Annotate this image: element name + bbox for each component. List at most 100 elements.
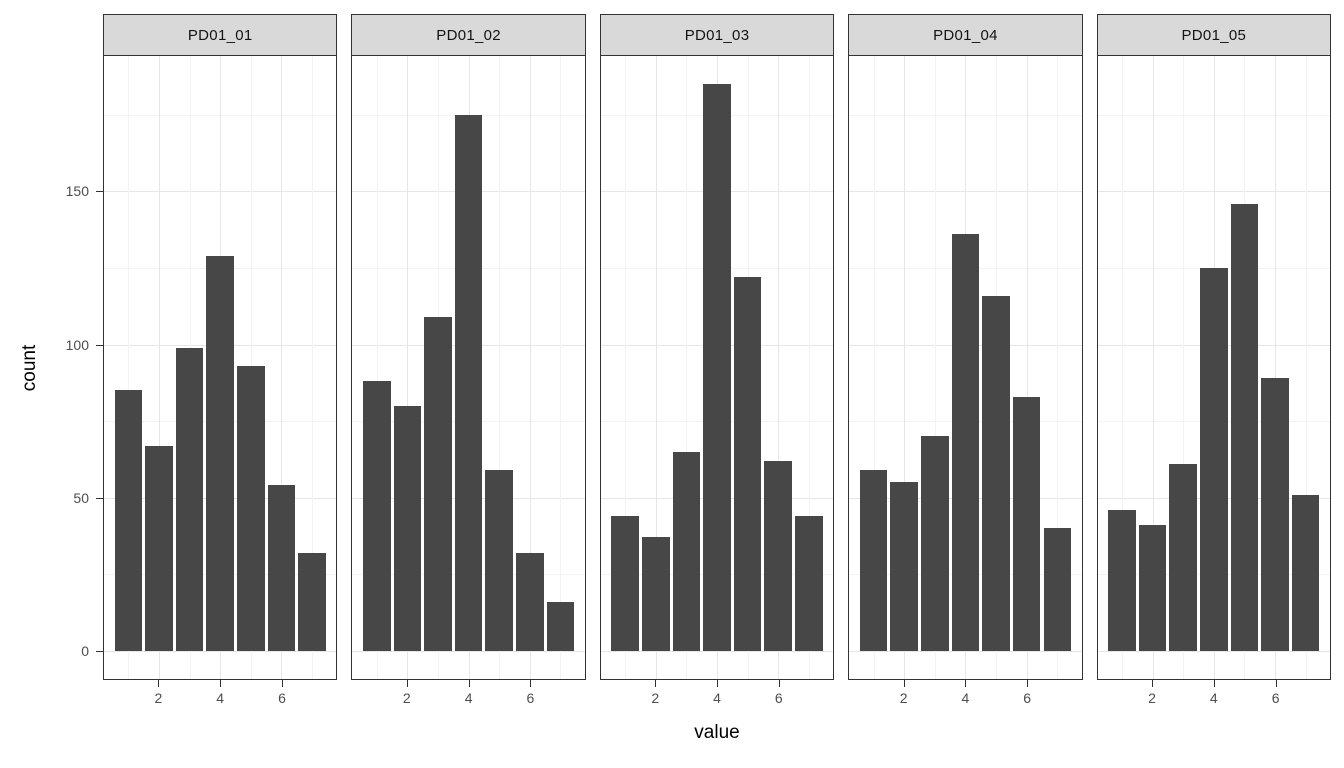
gridline-minor-x: [686, 56, 688, 679]
gridline-major-x: [1026, 56, 1028, 679]
x-axis-tick-label: 6: [278, 690, 286, 706]
x-axis-tick-mark: [1152, 680, 1154, 687]
x-axis-tick-mark: [655, 680, 657, 687]
bar-x2: [641, 537, 670, 651]
gridline-minor-x: [499, 56, 501, 679]
bar-x3: [424, 316, 452, 651]
x-axis-tick-mark: [468, 680, 470, 687]
gridline-major-x: [904, 56, 906, 679]
gridline-major-x: [529, 56, 531, 679]
x-axis-tick-label: 2: [154, 690, 163, 706]
bar-x6: [764, 460, 793, 651]
x-axis-tick-label: 2: [402, 690, 411, 706]
y-axis-tick-mark: [96, 191, 103, 193]
x-axis-tick-label: 4: [961, 690, 970, 706]
x-axis: 2 4 6: [848, 680, 1082, 716]
y-axis: 0 50 100 150: [0, 56, 103, 681]
y-axis-tick-label: 100: [65, 336, 89, 353]
gridline-major-x: [778, 56, 780, 679]
facet-PD01_05: PD01_05 2 4 6: [1096, 14, 1332, 714]
x-axis-tick-mark: [965, 680, 967, 687]
y-axis-tick-mark: [96, 650, 103, 652]
facet-strip-label: PD01_04: [848, 14, 1083, 56]
gridline-major-x: [281, 56, 283, 679]
bar-x6: [1012, 396, 1041, 651]
bar-x5: [1230, 203, 1259, 651]
x-axis-tick-mark: [406, 680, 408, 687]
x-axis-tick-label: 4: [464, 690, 473, 706]
facet-strip-label: PD01_05: [1096, 14, 1332, 56]
facet-PD01_04: PD01_04 2 4 6: [848, 14, 1083, 716]
bar-x6: [516, 552, 544, 651]
bar-x4: [206, 255, 234, 651]
facet-panel: [351, 55, 586, 680]
bar-x5: [237, 365, 265, 651]
bar-x1: [1108, 509, 1136, 651]
facet-strip-label: PD01_03: [599, 14, 835, 56]
bar-x7: [1291, 494, 1320, 651]
bar-x7: [1043, 528, 1072, 651]
bar-x2: [1138, 525, 1167, 651]
bar-x3: [921, 436, 949, 651]
facet-panel: [848, 55, 1083, 680]
x-axis-tick-mark: [1275, 680, 1277, 687]
bar-x3: [1169, 463, 1197, 651]
bar-x4: [454, 114, 483, 651]
x-axis-tick-label: 4: [1209, 690, 1218, 706]
bar-x1: [859, 470, 888, 651]
bar-x7: [795, 515, 823, 651]
x-axis-tick-label: 6: [1271, 690, 1280, 706]
x-axis: 2 4 6: [103, 680, 337, 716]
x-axis-tick-label: 2: [651, 690, 660, 706]
facet-panel: [1096, 55, 1332, 680]
gridline-minor-x: [376, 56, 378, 679]
x-axis-tick-mark: [281, 680, 283, 687]
x-axis-tick-label: 6: [1023, 690, 1032, 706]
bar-x4: [1200, 268, 1228, 651]
gridline-major-x: [1275, 56, 1277, 679]
bar-x2: [145, 445, 173, 651]
facet-PD01_03: PD01_03 2 4 6: [599, 14, 835, 714]
gridline-minor-x: [808, 56, 810, 679]
gridline-minor-x: [934, 56, 936, 679]
x-axis-tick-label: 2: [899, 690, 908, 706]
y-axis-tick-label: 50: [73, 489, 89, 506]
bar-x3: [672, 451, 701, 651]
bar-x2: [890, 482, 918, 651]
x-axis-tick-label: 6: [774, 690, 783, 706]
gridline-minor-x: [873, 56, 875, 679]
x-axis-tick-label: 2: [1148, 690, 1156, 706]
facet-panel: [599, 55, 835, 680]
bar-x1: [114, 390, 143, 651]
x-axis-tick-mark: [158, 680, 160, 687]
bar-x4: [703, 84, 731, 651]
x-axis: 2 4 6: [351, 680, 585, 716]
x-axis-tick-mark: [530, 680, 532, 687]
gridline-minor-x: [128, 56, 130, 679]
bar-x2: [393, 405, 422, 651]
facet-PD01_02: PD01_02 2 4 6: [351, 14, 586, 716]
bar-x1: [611, 515, 639, 651]
facet-panel: [103, 55, 338, 680]
gridline-minor-x: [1305, 56, 1307, 679]
bar-x1: [362, 381, 391, 651]
x-axis-tick-mark: [220, 680, 222, 687]
facet-grid: PD01_01 2 4 6 PD01_02 2 4 6 PD01_03 2 4 6 PD01_04 2 4 6…: [103, 14, 1332, 716]
bar-x5: [982, 295, 1010, 651]
x-axis-tick-mark: [1027, 680, 1029, 687]
y-axis-tick-mark: [96, 497, 103, 499]
gridline-minor-x: [625, 56, 627, 679]
bar-x5: [485, 470, 513, 651]
x-axis-tick-mark: [778, 680, 780, 687]
y-axis-tick-label: 150: [65, 183, 89, 200]
gridline-major-x: [655, 56, 657, 679]
facet-PD01_01: PD01_01 2 4 6: [103, 14, 338, 716]
y-axis-tick-label: 0: [81, 642, 89, 659]
gridline-major-x: [407, 56, 409, 679]
bar-x4: [951, 234, 980, 651]
gridline-minor-x: [560, 56, 562, 679]
gridline-minor-x: [1121, 56, 1123, 679]
x-axis-tick-mark: [1213, 680, 1215, 687]
gridline-minor-x: [1057, 56, 1059, 679]
